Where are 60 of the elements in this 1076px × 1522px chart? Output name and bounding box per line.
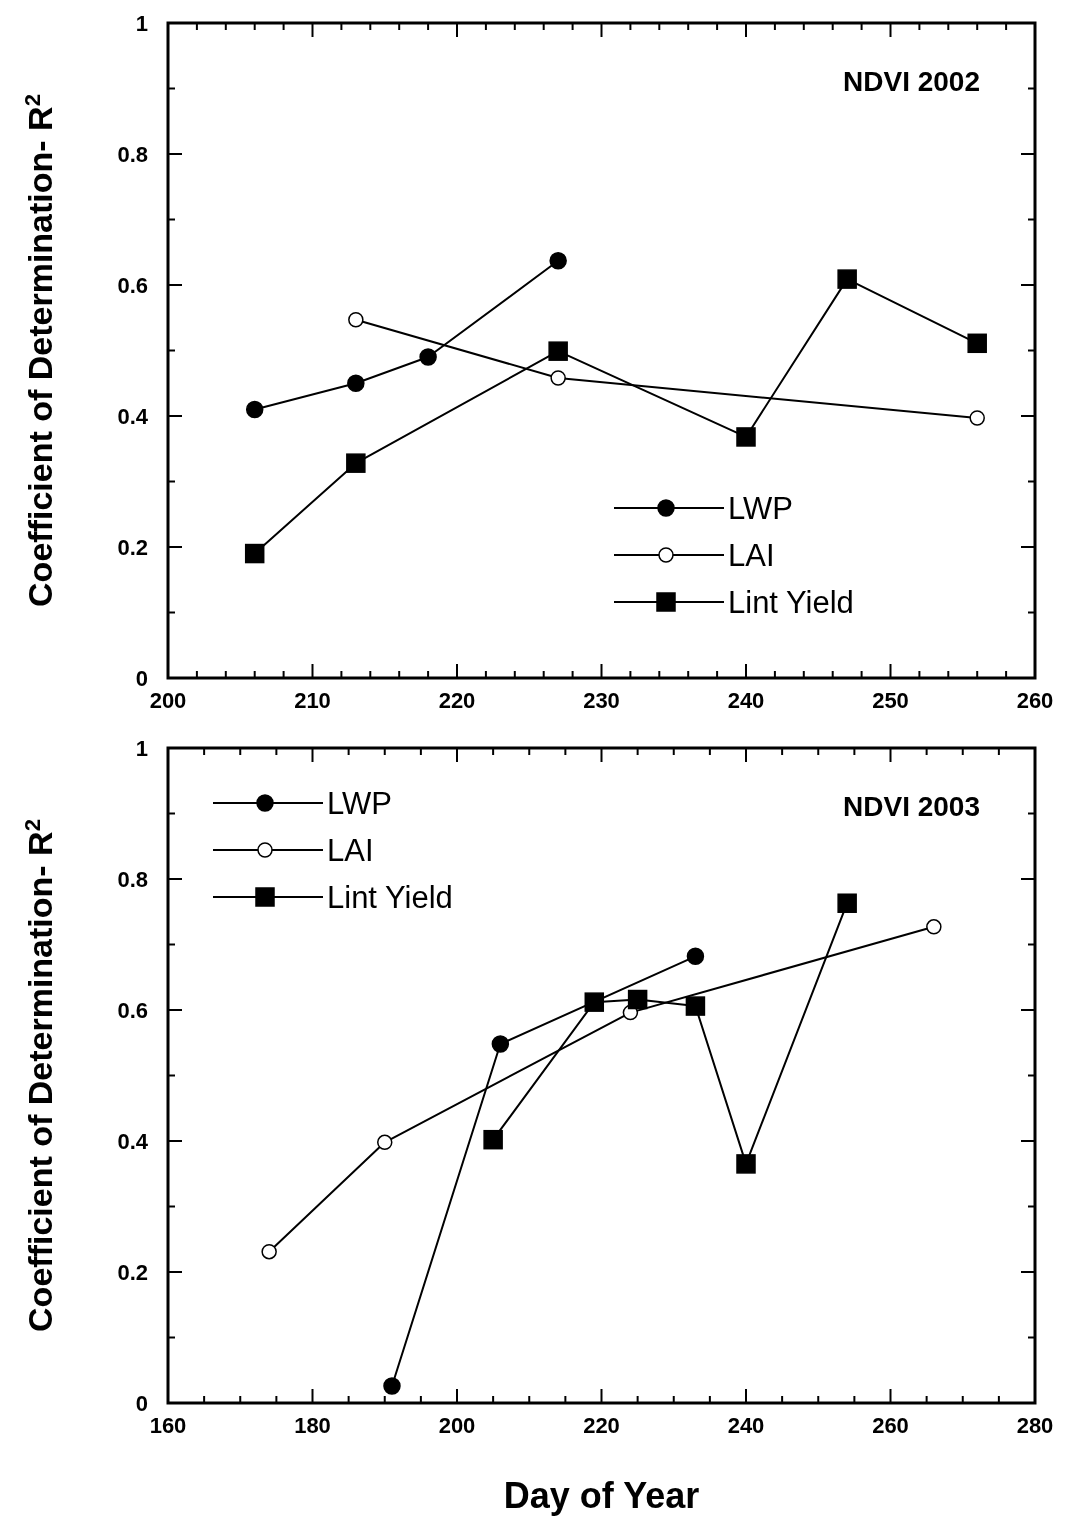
point [685,996,706,1016]
legend-label: Lint Yield [728,585,854,620]
text: NDVI 2002 [843,66,980,97]
point [348,311,364,328]
point [584,992,605,1012]
x-tick-label: 250 [872,688,909,713]
x-tick-label: 280 [1016,1413,1054,1438]
y-tick-label: 1 [135,736,148,761]
x-tick-label: 180 [294,1413,331,1438]
point [969,410,985,426]
point [837,893,857,913]
point [736,427,756,447]
point [261,1243,277,1260]
point [627,989,648,1010]
x-tick-label: 260 [1016,688,1054,713]
y-tick-label: 0.6 [117,273,148,298]
point [377,1134,393,1151]
legend-label: Lint Yield [327,880,453,915]
y-tick-label: 0.4 [117,404,149,429]
point [491,1035,510,1053]
legend-label: LAI [327,833,374,868]
y-tick-label: 0.8 [117,142,148,167]
point [686,947,705,966]
x-tick-label: 230 [583,688,620,713]
legend-label: LAI [728,538,775,573]
point [383,1377,401,1395]
point [548,341,568,361]
x-tick-label: 200 [438,1413,476,1438]
y-tick-label: 0.4 [117,1129,149,1154]
point [346,453,366,473]
y-tick-label: 0.8 [117,867,148,892]
legend-label: LWP [728,491,793,526]
y-tick-label: 0 [135,666,148,691]
point [245,400,264,419]
x-tick-label: 240 [727,688,765,713]
y-tick-label: 0.6 [117,998,148,1023]
point [419,348,437,366]
point [837,269,857,289]
y-tick-label: 0.2 [117,535,148,560]
point [347,374,365,392]
x-tick-label: 210 [294,688,331,713]
point [736,1154,756,1174]
y-tick-label: 1 [135,11,148,36]
x-tick-label: 260 [872,1413,909,1438]
x-axis-title: Day of Year [503,1475,700,1516]
x-tick-label: 160 [149,1413,187,1438]
text: NDVI 2003 [843,791,980,822]
point [967,333,987,354]
point [244,543,265,564]
y-tick-label: 0.2 [117,1260,148,1285]
x-tick-label: 220 [583,1413,620,1438]
x-tick-label: 240 [727,1413,765,1438]
point [483,1129,503,1150]
point [549,252,567,270]
x-tick-label: 220 [438,688,476,713]
point [550,370,566,386]
x-tick-label: 200 [149,688,187,713]
point [926,919,942,935]
y-tick-label: 0 [135,1391,148,1416]
legend-label: LWP [327,786,392,821]
